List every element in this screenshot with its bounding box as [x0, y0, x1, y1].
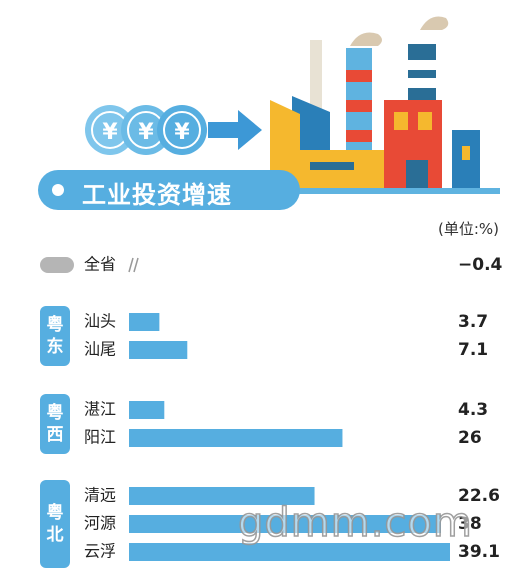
- value-label: 22.6: [458, 486, 500, 506]
- arrow-icon: [208, 110, 262, 150]
- title-pill: 工业投资增速: [38, 170, 300, 210]
- bar: [129, 341, 188, 359]
- bar: [129, 543, 450, 561]
- region-label-char: 西: [47, 425, 64, 445]
- region-label-char: 粤: [47, 402, 64, 423]
- chart-title: 工业投资增速: [82, 181, 232, 209]
- region-badge: [40, 306, 70, 366]
- bar: [129, 487, 315, 505]
- coin-icons: ¥ ¥ ¥: [85, 105, 207, 155]
- region-label-char: 东: [47, 336, 64, 357]
- region-badge: [40, 480, 70, 568]
- svg-text:¥: ¥: [174, 120, 190, 145]
- category-label: 汕尾: [84, 340, 116, 359]
- region-label-char: 粤: [47, 502, 64, 523]
- category-label: 汕头: [84, 312, 116, 331]
- bar: [129, 429, 343, 447]
- svg-text:¥: ¥: [102, 120, 118, 145]
- value-label: 38: [458, 514, 482, 534]
- value-label: 3.7: [458, 312, 488, 332]
- value-label: 26: [458, 428, 482, 448]
- factory-illustration: ¥ ¥ ¥: [85, 16, 500, 194]
- value-label: −0.4: [458, 255, 503, 275]
- bullet-dot-icon: [52, 184, 64, 196]
- region-label-char: 北: [47, 525, 64, 545]
- negative-hatch-icon: [128, 257, 139, 273]
- value-label: 4.3: [458, 400, 488, 420]
- category-label: 云浮: [84, 542, 116, 561]
- category-label: 湛江: [84, 400, 116, 419]
- category-label: 清远: [84, 486, 116, 505]
- category-label: 全省: [84, 255, 116, 274]
- factory-icon: [260, 16, 500, 194]
- bar: [129, 401, 165, 419]
- category-label: 阳江: [84, 428, 116, 447]
- region-label-char: 粤: [47, 314, 64, 335]
- value-label: 39.1: [458, 542, 500, 562]
- province-pill: [40, 257, 74, 273]
- bar: [129, 515, 441, 533]
- region-badge: [40, 394, 70, 454]
- unit-label: (单位:%): [437, 220, 499, 238]
- bar: [129, 313, 160, 331]
- svg-text:¥: ¥: [138, 120, 154, 145]
- value-label: 7.1: [458, 340, 488, 360]
- category-label: 河源: [84, 514, 116, 533]
